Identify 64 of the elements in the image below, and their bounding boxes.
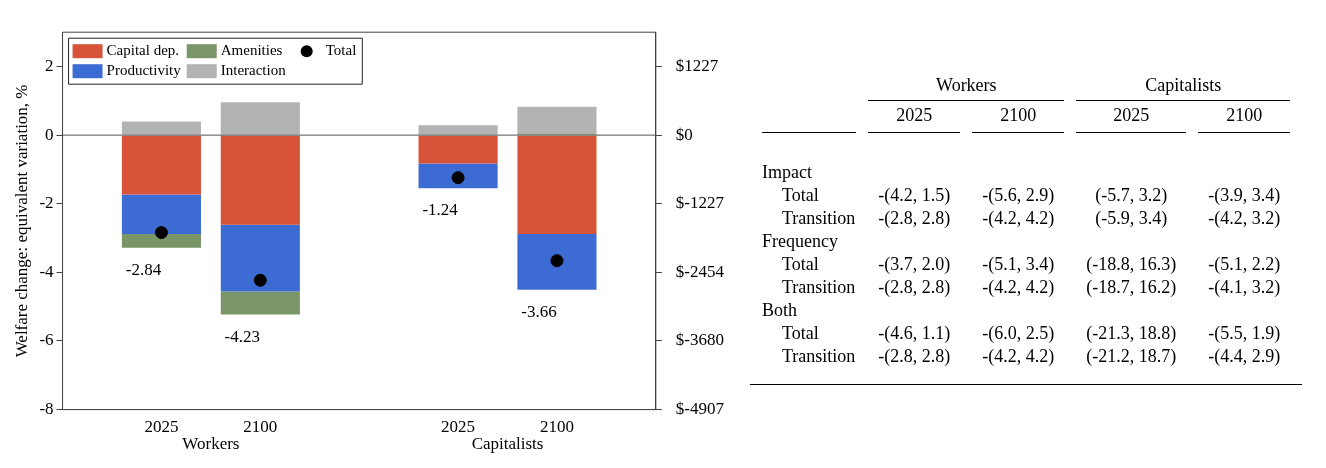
category-label: 2100	[972, 101, 1065, 133]
text: -(4.2, 4.2)	[982, 208, 1055, 228]
text: -(5.1, 3.4)	[982, 254, 1055, 274]
text: -(2.8, 2.8)	[878, 346, 951, 366]
text: (-21.3, 18.8)	[1086, 323, 1177, 343]
x-tick-label: 2025	[144, 417, 179, 437]
text: -(4.2, 3.2)	[1208, 208, 1281, 228]
legend-label: Interaction	[220, 62, 287, 79]
category-label: Transition	[782, 346, 856, 366]
category-label: Total	[782, 185, 819, 205]
text: -(2.8, 2.8)	[878, 208, 951, 228]
text: -(5.6, 2.9)	[982, 185, 1055, 205]
category-label: 2100	[1198, 101, 1291, 133]
y-tick-label: -4	[39, 261, 55, 281]
category-label: 2025	[1076, 101, 1187, 133]
category-label: Transition	[782, 277, 856, 297]
text: (-5.9, 3.4)	[1095, 208, 1168, 228]
data-label: -4.23	[224, 326, 261, 346]
y-tick-label: -8	[39, 399, 54, 419]
x-tick-label: 2100	[243, 417, 278, 437]
category-label: 2025	[868, 101, 961, 133]
text: -(3.9, 3.4)	[1208, 185, 1281, 205]
text: -(5.1, 2.2)	[1208, 254, 1281, 274]
text: -(5.5, 1.9)	[1208, 323, 1281, 343]
y-tick-label: -2	[39, 193, 54, 213]
text: Workers	[868, 74, 1065, 101]
category-label: Transition	[782, 208, 856, 228]
y2-tick-label: $-1227	[675, 193, 725, 213]
y-tick-label: 2	[45, 55, 54, 75]
data-label: -2.84	[125, 259, 162, 279]
text: -(4.6, 1.1)	[878, 323, 951, 343]
y2-tick-label: $-4907	[675, 399, 725, 419]
text: (-18.8, 16.3)	[1086, 254, 1177, 274]
text: -(4.4, 2.9)	[1208, 346, 1281, 366]
category-label: Frequency	[762, 231, 838, 251]
text: (-5.7, 3.2)	[1095, 185, 1168, 205]
text: -(2.8, 2.8)	[878, 277, 951, 297]
text: -(3.7, 2.0)	[878, 254, 951, 274]
y-axis-title: Welfare change: equivalent variation, %	[11, 84, 31, 358]
text: -(6.0, 2.5)	[982, 323, 1055, 343]
legend-label: Total	[325, 42, 357, 59]
text: -(4.2, 4.2)	[982, 346, 1055, 366]
y-tick-label: 0	[45, 124, 54, 144]
text: (-18.7, 16.2)	[1086, 277, 1177, 297]
data-label: -1.24	[422, 200, 459, 220]
text: -(4.2, 1.5)	[878, 185, 951, 205]
text: Capitalists	[1076, 74, 1291, 101]
category-label: Total	[782, 323, 819, 343]
y2-tick-label: $-3680	[675, 330, 725, 350]
y-tick-label: -6	[39, 330, 54, 350]
category-label: Impact	[762, 162, 812, 182]
text: -(4.1, 3.2)	[1208, 277, 1281, 297]
y2-tick-label: $0	[675, 124, 693, 144]
legend-label: Amenities	[220, 42, 283, 59]
text: (-21.2, 18.7)	[1086, 346, 1177, 366]
category-label: Both	[762, 300, 798, 320]
legend-label: Productivity	[106, 62, 182, 79]
text: Workers	[182, 433, 240, 453]
y2-tick-label: $-2454	[675, 261, 725, 281]
category-label: Total	[782, 254, 819, 274]
legend-label: Capital dep.	[106, 42, 180, 59]
y2-tick-label: $1227	[675, 55, 719, 75]
data-label: -3.66	[521, 301, 557, 321]
text: -(4.2, 4.2)	[982, 277, 1055, 297]
